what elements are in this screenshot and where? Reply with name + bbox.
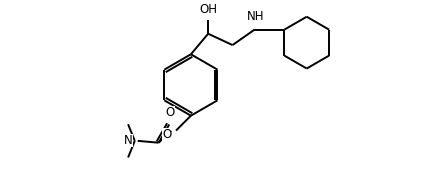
Text: NH: NH [247, 10, 264, 23]
Text: N: N [124, 134, 133, 147]
Text: OH: OH [199, 3, 217, 15]
Text: O: O [166, 106, 175, 119]
Text: O: O [162, 128, 171, 141]
